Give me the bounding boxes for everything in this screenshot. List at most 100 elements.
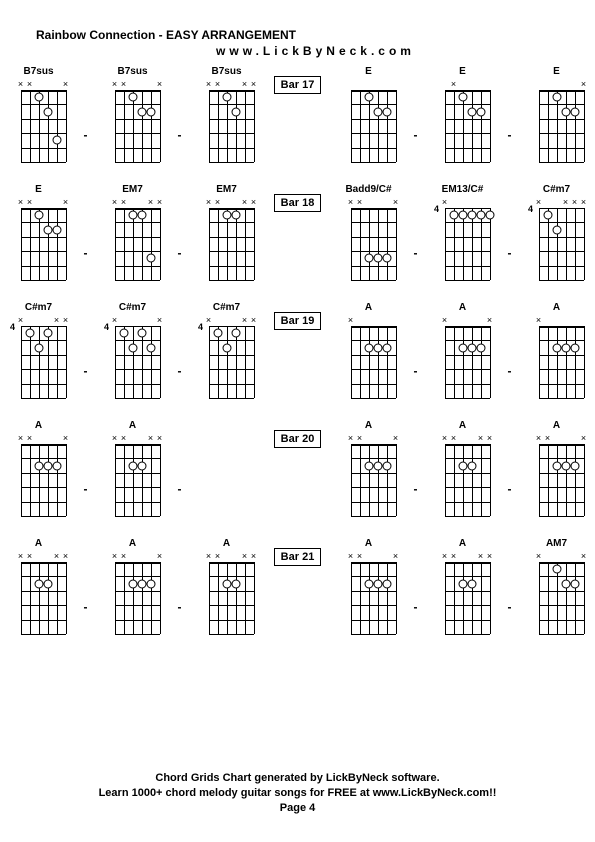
finger-dot <box>373 343 382 352</box>
chord-grid-wrap: ××× <box>7 434 70 516</box>
finger-dot <box>146 107 155 116</box>
chord-diagram: A×××× <box>428 420 498 516</box>
fret-start-label: 4 <box>195 322 203 332</box>
chord-name: A <box>365 302 372 314</box>
finger-dot <box>146 579 155 588</box>
bar-center-column: Bar 20 <box>268 420 328 452</box>
finger-dot <box>52 136 61 145</box>
finger-dot <box>222 579 231 588</box>
chord-grid-wrap: ×××× <box>101 434 164 516</box>
finger-dot <box>458 93 467 102</box>
string-top-marks: ××× <box>110 552 164 562</box>
chord-grid-wrap: × <box>525 80 588 162</box>
finger-dot <box>146 254 155 263</box>
chord-grid <box>539 208 584 280</box>
chord-diagram: E× <box>522 66 592 162</box>
finger-dot <box>373 254 382 263</box>
string-top-marks: ×××× <box>534 198 588 208</box>
chord-diagram: EM7×××× <box>98 184 168 280</box>
bar-center-column: Bar 19 <box>268 302 328 334</box>
chord-grid-wrap: 4× <box>431 198 494 280</box>
chord-name: A <box>459 538 466 550</box>
string-top-marks: ×××× <box>16 552 70 562</box>
chord-grid-wrap: ×× <box>431 316 494 398</box>
chord-grid <box>115 562 160 634</box>
chord-diagram: A ××× <box>4 420 74 516</box>
finger-dot <box>467 343 476 352</box>
chord-row: B7sus×××-B7sus×××-B7sus××××Bar 17E-E×-E× <box>0 66 595 162</box>
footer: Chord Grids Chart generated by LickByNec… <box>0 771 595 816</box>
chord-separator: - <box>176 344 184 398</box>
finger-dot <box>570 343 579 352</box>
chord-name: EM13/C# <box>442 184 484 196</box>
chord-grid <box>445 208 490 280</box>
left-chord-group: A××××-A×××-A×××× <box>4 538 262 634</box>
finger-dot <box>476 107 485 116</box>
chord-diagram: B7sus××× <box>4 66 74 162</box>
chord-diagram: B7sus×××× <box>192 66 262 162</box>
finger-dot <box>373 461 382 470</box>
finger-dot <box>382 343 391 352</box>
chord-separator: - <box>412 580 420 634</box>
finger-dot <box>552 343 561 352</box>
right-chord-group: A×-A××-A× <box>334 302 592 398</box>
right-chord-group: E-E×-E× <box>334 66 592 162</box>
chord-name: A <box>35 420 42 432</box>
finger-dot <box>213 329 222 338</box>
chord-separator: - <box>176 462 184 516</box>
footer-line1: Chord Grids Chart generated by LickByNec… <box>0 771 595 786</box>
chord-diagram: A××× <box>334 420 404 516</box>
finger-dot <box>552 93 561 102</box>
chord-separator: - <box>412 108 420 162</box>
finger-dot <box>34 211 43 220</box>
chord-separator: - <box>412 462 420 516</box>
chord-name: C#m7 <box>543 184 570 196</box>
chord-diagram: A ×××× <box>98 420 168 516</box>
chord-grid <box>539 562 584 634</box>
chord-grid-wrap <box>337 80 400 162</box>
page-title: Rainbow Connection - EASY ARRANGEMENT <box>36 28 595 42</box>
chord-name: Badd9/C# <box>345 184 391 196</box>
string-top-marks: ××× <box>16 198 70 208</box>
string-top-marks: ×××× <box>440 552 494 562</box>
finger-dot <box>43 329 52 338</box>
finger-dot <box>561 461 570 470</box>
chord-grid-wrap: ××× <box>337 552 400 634</box>
finger-dot <box>485 211 494 220</box>
string-top-marks: × <box>440 198 494 208</box>
finger-dot <box>570 579 579 588</box>
chord-separator: - <box>82 580 90 634</box>
finger-dot <box>137 107 146 116</box>
finger-dot <box>137 329 146 338</box>
string-top-marks: ××× <box>204 316 258 326</box>
string-top-marks: × <box>534 316 588 326</box>
chord-grid-wrap: ××× <box>337 434 400 516</box>
chord-grid-wrap: 4×××× <box>525 198 588 280</box>
string-top-marks: ×××× <box>204 198 258 208</box>
string-top-marks: ×× <box>440 316 494 326</box>
string-top-marks: ×× <box>534 552 588 562</box>
chord-diagram: A ×××× <box>428 538 498 634</box>
string-top-marks: ××× <box>16 316 70 326</box>
chord-separator: - <box>82 108 90 162</box>
finger-dot <box>34 343 43 352</box>
finger-dot <box>34 579 43 588</box>
chord-grid <box>21 444 66 516</box>
left-chord-group: E×××-EM7××××-EM7×××× <box>4 184 262 280</box>
finger-dot <box>137 579 146 588</box>
chord-name: A <box>35 538 42 550</box>
finger-dot <box>222 343 231 352</box>
string-top-marks: × <box>440 80 494 90</box>
chord-name: A <box>129 420 136 432</box>
chord-grid <box>209 90 254 162</box>
chord-grid <box>351 444 396 516</box>
chord-diagram: EM13/C# 4× <box>428 184 498 280</box>
chord-row: A××××-A×××-A××××Bar 21A×××-A××××-AM7×× <box>0 538 595 634</box>
chord-grid-wrap: ×××× <box>101 198 164 280</box>
bar-number-label: Bar 18 <box>274 194 322 212</box>
finger-dot <box>34 461 43 470</box>
chord-name: A <box>365 538 372 550</box>
string-top-marks: ××× <box>346 552 400 562</box>
chord-grid <box>351 562 396 634</box>
chord-separator: - <box>506 108 514 162</box>
